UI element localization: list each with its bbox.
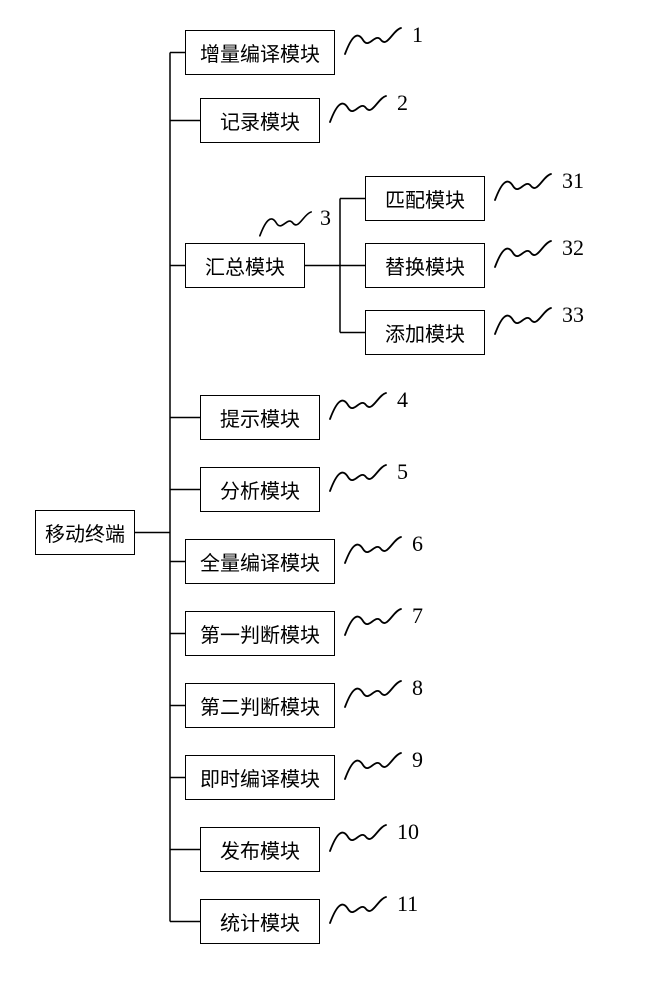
lead-line-squiggle bbox=[343, 677, 403, 709]
reference-number: 7 bbox=[412, 603, 423, 629]
module-node: 发布模块 bbox=[200, 827, 320, 872]
reference-number: 1 bbox=[412, 22, 423, 48]
lead-line-squiggle bbox=[493, 304, 553, 336]
reference-number: 8 bbox=[412, 675, 423, 701]
module-node: 汇总模块 bbox=[185, 243, 305, 288]
module-node: 记录模块 bbox=[200, 98, 320, 143]
lead-line-squiggle bbox=[328, 92, 388, 124]
module-node: 统计模块 bbox=[200, 899, 320, 944]
reference-number: 3 bbox=[320, 205, 331, 231]
reference-number: 33 bbox=[562, 302, 584, 328]
lead-line-squiggle bbox=[328, 821, 388, 853]
module-node: 提示模块 bbox=[200, 395, 320, 440]
lead-line-squiggle bbox=[493, 170, 553, 202]
reference-number: 4 bbox=[397, 387, 408, 413]
module-node: 第一判断模块 bbox=[185, 611, 335, 656]
module-node: 添加模块 bbox=[365, 310, 485, 355]
reference-number: 32 bbox=[562, 235, 584, 261]
lead-line-squiggle bbox=[493, 237, 553, 269]
lead-line-squiggle bbox=[343, 749, 403, 781]
reference-number: 2 bbox=[397, 90, 408, 116]
module-node: 全量编译模块 bbox=[185, 539, 335, 584]
reference-number: 31 bbox=[562, 168, 584, 194]
reference-number: 10 bbox=[397, 819, 419, 845]
lead-line-squiggle bbox=[258, 208, 313, 238]
module-node: 第二判断模块 bbox=[185, 683, 335, 728]
lead-line-squiggle bbox=[328, 893, 388, 925]
diagram-canvas: 移动终端 增量编译模块 1 记录模块 2 汇总模块 3 匹配模块 31 替换模块 32 添加模块 33… bbox=[0, 0, 661, 1000]
reference-number: 11 bbox=[397, 891, 418, 917]
lead-line-squiggle bbox=[343, 533, 403, 565]
lead-line-squiggle bbox=[328, 389, 388, 421]
reference-number: 6 bbox=[412, 531, 423, 557]
connector-lines bbox=[0, 0, 661, 1000]
module-node: 分析模块 bbox=[200, 467, 320, 512]
module-node: 匹配模块 bbox=[365, 176, 485, 221]
module-node: 替换模块 bbox=[365, 243, 485, 288]
reference-number: 9 bbox=[412, 747, 423, 773]
lead-line-squiggle bbox=[328, 461, 388, 493]
module-node: 即时编译模块 bbox=[185, 755, 335, 800]
lead-line-squiggle bbox=[343, 605, 403, 637]
module-node: 增量编译模块 bbox=[185, 30, 335, 75]
root-node: 移动终端 bbox=[35, 510, 135, 555]
reference-number: 5 bbox=[397, 459, 408, 485]
lead-line-squiggle bbox=[343, 24, 403, 56]
